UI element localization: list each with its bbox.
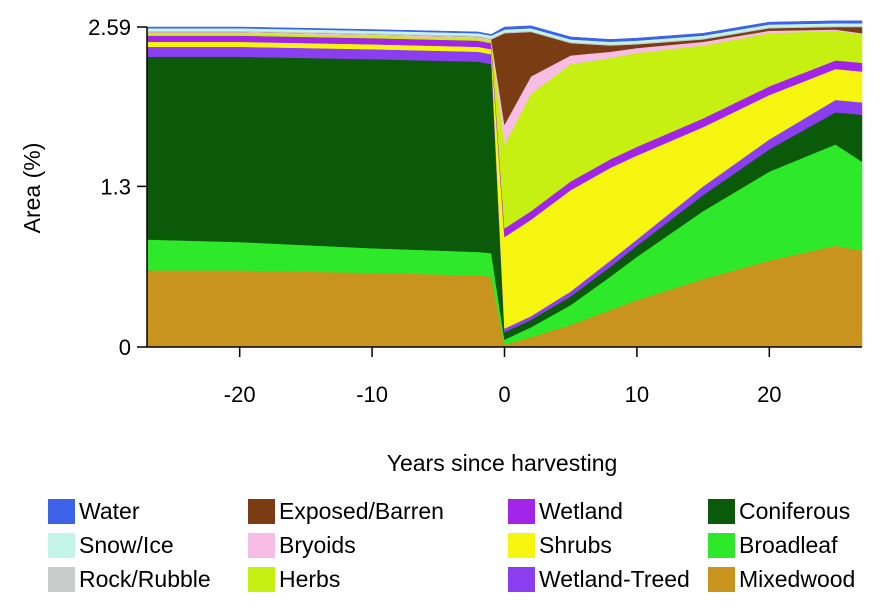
- legend-item-wetland-treed: Wetland-Treed: [508, 564, 690, 594]
- legend-label: Herbs: [279, 566, 341, 592]
- legend-swatch: [48, 498, 75, 524]
- legend-label: Wetland-Treed: [539, 566, 690, 592]
- x-tick-label: -10: [356, 382, 388, 407]
- legend-item-snow-ice: Snow/Ice: [48, 530, 174, 560]
- area-water: [146, 20, 863, 43]
- x-tick-label: 10: [625, 382, 649, 407]
- stacked-area-chart: 0 1.3 2.59 -20 -10 0 10 20 Area (%) Years since…: [19, 15, 863, 476]
- legend-label: Snow/Ice: [79, 532, 174, 558]
- x-tick-label: 20: [757, 382, 781, 407]
- legend-swatch: [248, 498, 275, 524]
- legend-label: Water: [79, 498, 140, 524]
- legend-label: Wetland: [539, 498, 623, 524]
- y-tick-label: 0: [119, 335, 131, 360]
- legend-item-coniferous: Coniferous: [708, 496, 850, 526]
- legend-swatch: [708, 532, 735, 558]
- y-axis-title: Area (%): [19, 143, 45, 234]
- legend-label: Coniferous: [739, 498, 851, 524]
- legend-label: Broadleaf: [739, 532, 838, 558]
- x-tick-label: 0: [498, 382, 510, 407]
- x-axis-title: Years since harvesting: [387, 450, 618, 476]
- legend-item-exposed-barren: Exposed/Barren: [248, 496, 444, 526]
- legend: Water Snow/Ice Rock/Rubble Exposed/Barren Br…: [48, 496, 888, 604]
- legend-swatch: [508, 498, 535, 524]
- area-series-group: [146, 20, 863, 348]
- legend-item-herbs: Herbs: [248, 564, 340, 594]
- legend-swatch: [708, 498, 735, 524]
- legend-item-mixedwood: Mixedwood: [708, 564, 855, 594]
- y-tick-label: 2.59: [88, 15, 131, 40]
- legend-label: Mixedwood: [739, 566, 856, 592]
- legend-label: Bryoids: [279, 532, 356, 558]
- legend-swatch: [48, 566, 75, 592]
- legend-swatch: [248, 566, 275, 592]
- legend-swatch: [708, 566, 735, 592]
- legend-item-water: Water: [48, 496, 140, 526]
- legend-item-bryoids: Bryoids: [248, 530, 356, 560]
- legend-swatch: [508, 566, 535, 592]
- legend-label: Exposed/Barren: [279, 498, 444, 524]
- legend-label: Shrubs: [539, 532, 612, 558]
- legend-swatch: [48, 532, 75, 558]
- y-tick-label: 1.3: [100, 174, 131, 199]
- legend-swatch: [248, 532, 275, 558]
- axes: 0 1.3 2.59 -20 -10 0 10 20: [88, 15, 862, 407]
- legend-label: Rock/Rubble: [79, 566, 211, 592]
- legend-item-wetland: Wetland: [508, 496, 623, 526]
- legend-swatch: [508, 532, 535, 558]
- legend-item-shrubs: Shrubs: [508, 530, 612, 560]
- x-tick-label: -20: [224, 382, 256, 407]
- legend-item-rock-rubble: Rock/Rubble: [48, 564, 211, 594]
- legend-item-broadleaf: Broadleaf: [708, 530, 837, 560]
